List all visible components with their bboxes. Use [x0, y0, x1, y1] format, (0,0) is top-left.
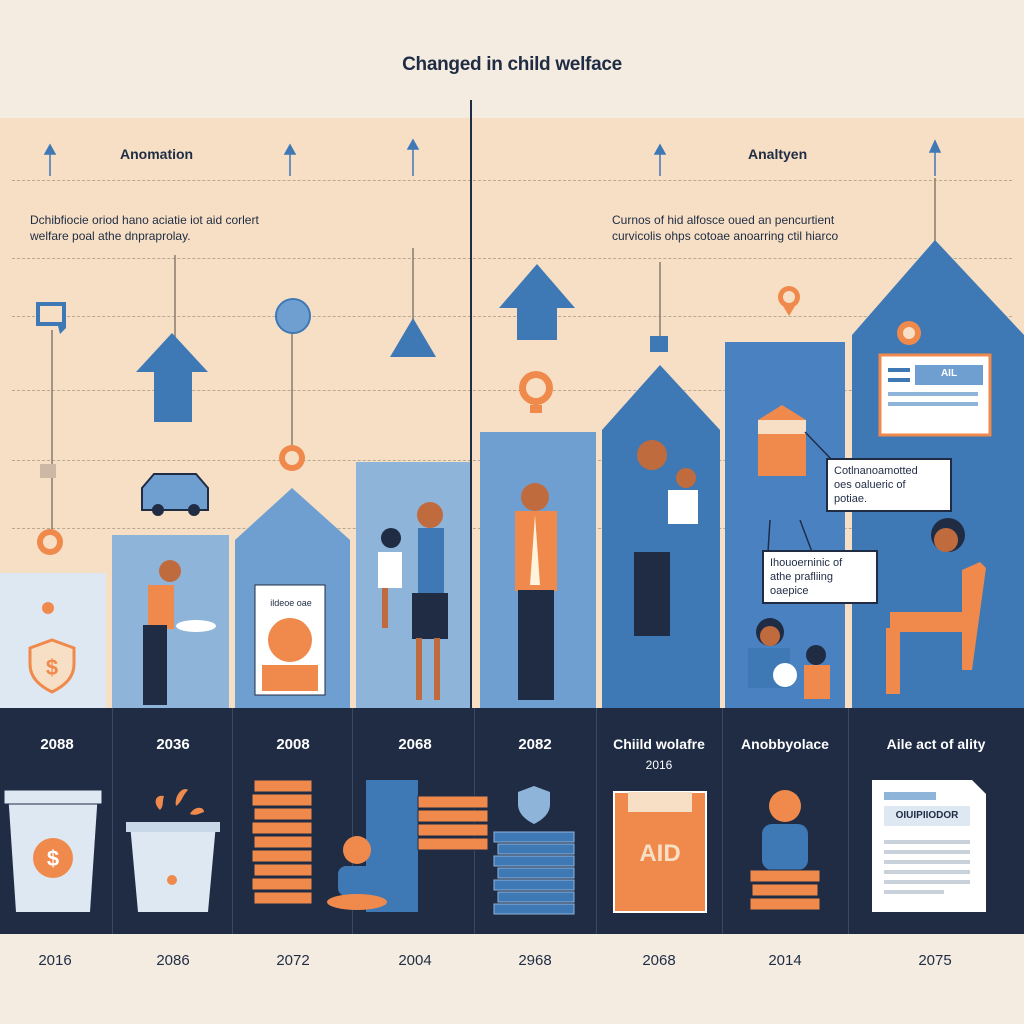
section-divider: [470, 100, 472, 710]
shield-icon: [518, 786, 550, 824]
coin-stack-icon: [251, 779, 313, 905]
arrow-up-icon: [136, 333, 208, 422]
person-figure: [521, 483, 549, 511]
document-label: AIL: [940, 368, 958, 379]
svg-text:$: $: [46, 655, 58, 680]
book-stack-icon: [493, 831, 575, 915]
gridline: [12, 258, 1012, 259]
page-title: Changed in child welface: [402, 54, 622, 75]
timeline-bottom-year: 2072: [276, 952, 310, 969]
callout-line: Cotlnanoamotted: [834, 465, 918, 477]
child-on-coins-icon: [769, 790, 801, 822]
badge-icon: [650, 336, 668, 352]
left-description-line: Dchibfiocie oriod hano aciatie iot aid c…: [30, 213, 259, 227]
column-separator: [232, 708, 233, 934]
timeline-caption: 2016: [645, 758, 673, 772]
left-description-line: welfare poal athe dnpraprolay.: [30, 229, 191, 243]
mail-icon: [40, 464, 56, 478]
timeline-bottom-year: 2014: [768, 952, 802, 969]
callout-box: Ihouoerninic of athe prafliing oaepice: [762, 550, 878, 604]
timeline-top-label: Anobbyolace: [741, 736, 829, 752]
section-label-right: Analtyen: [748, 146, 808, 162]
callout-line: oaepice: [770, 585, 809, 597]
coin-icon: [42, 602, 54, 614]
bar: [725, 342, 845, 708]
timeline-bottom-year: 2016: [38, 952, 72, 969]
column-separator: [352, 708, 353, 934]
callout-line: potiae.: [834, 493, 868, 505]
timeline-top-label: Chiild wolafre: [613, 736, 705, 752]
gridline: [12, 316, 1012, 317]
aid-box-label: AID: [639, 840, 681, 867]
callout-box: Cotlnanoamotted oes oalueric of potiae.: [826, 458, 952, 512]
person-figure: [159, 560, 181, 582]
timeline-bottom-year: 2968: [518, 952, 552, 969]
right-description-line: curvicolis ohps cotoae anoarring ctil hi…: [612, 229, 839, 243]
timeline-top-label: Aile act of ality: [886, 736, 986, 752]
timeline-bottom-year: 2004: [398, 952, 432, 969]
left-description: Dchibfiocie oriod hano aciatie iot aid c…: [30, 212, 360, 244]
document-heading: OIUIPIIODOR: [895, 810, 959, 821]
arrow-up-icon: [390, 318, 436, 357]
timeline-bottom-year: 2068: [642, 952, 676, 969]
timeline-top-label: 2008: [276, 736, 310, 753]
bar: [356, 462, 470, 708]
callout-line: oes oalueric of: [834, 479, 906, 491]
column-separator: [722, 708, 723, 934]
right-description-line: Curnos of hid alfosce oued an pencurtien…: [612, 213, 835, 227]
gridline: [12, 180, 1012, 181]
person-figure: [417, 502, 443, 528]
arrow-up-icon: [499, 264, 575, 340]
column-separator: [596, 708, 597, 934]
poster-label: ildeoe oae: [270, 598, 312, 608]
callout-line: athe prafliing: [770, 571, 833, 583]
circle-icon: [275, 298, 311, 334]
timeline-top-label: 2088: [40, 736, 74, 753]
person-figure: [806, 645, 826, 665]
footer-strip: [0, 934, 1024, 1024]
gridline: [12, 390, 1012, 391]
timeline-top-label: 2068: [398, 736, 432, 753]
timeline-bottom-year: 2086: [156, 952, 190, 969]
callout-line: Ihouoerninic of: [770, 557, 843, 569]
car-icon: [141, 473, 209, 511]
section-label-left: Anomation: [120, 146, 194, 162]
timeline-top-label: 2082: [518, 736, 552, 753]
column-separator: [848, 708, 849, 934]
shield-icon: [28, 638, 76, 694]
person-figure: [637, 440, 667, 470]
column-separator: [112, 708, 113, 934]
timeline-top-label: 2036: [156, 736, 190, 753]
timeline-bottom-year: 2075: [918, 952, 952, 969]
right-description: Curnos of hid alfosce oued an pencurtien…: [612, 212, 942, 244]
arrow-up-icon: [43, 138, 942, 176]
bucket-icon: [130, 824, 216, 912]
svg-text:$: $: [47, 846, 59, 871]
